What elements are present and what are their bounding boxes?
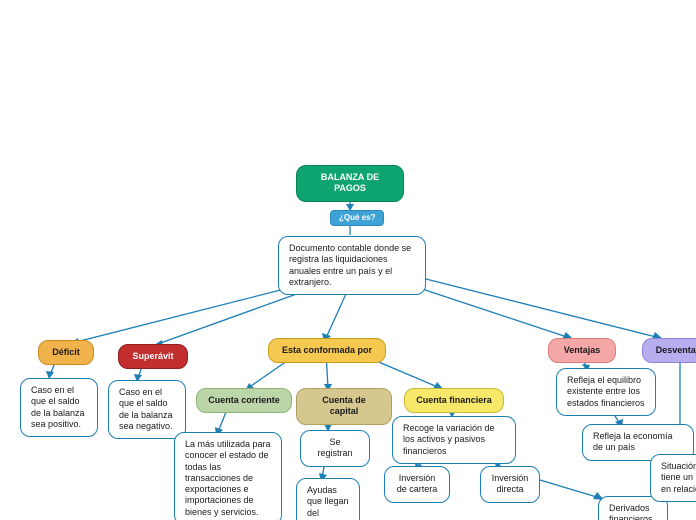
- deficit-node: Déficit: [38, 340, 94, 365]
- deficit-desc: Caso en el que el saldo de la balanza se…: [20, 378, 98, 437]
- desventajas-d1: Situación que tiene un país en relación …: [650, 454, 696, 502]
- ventajas-v1: Refleja el equilibro existente entre los…: [556, 368, 656, 416]
- ventajas-node: Ventajas: [548, 338, 616, 363]
- conformada-node: Esta conformada por: [268, 338, 386, 363]
- definition-node: Documento contable donde se registra las…: [278, 236, 426, 295]
- root-node: BALANZA DE PAGOS: [296, 165, 404, 202]
- desventajas-node: Desventajas: [642, 338, 696, 363]
- se-registran-node: Se registran: [300, 430, 370, 467]
- inv-directa-node: Inversión directa: [480, 466, 540, 503]
- cuenta-financiera-node: Cuenta financiera: [404, 388, 504, 413]
- cuenta-capital-node: Cuenta de capital: [296, 388, 392, 425]
- cuenta-corriente-desc: La más utilizada para conocer el estado …: [174, 432, 282, 520]
- superavit-desc: Caso en el que el saldo de la balanza se…: [108, 380, 186, 439]
- link-que-es: ¿Qué es?: [330, 210, 384, 226]
- cuenta-corriente-node: Cuenta corriente: [196, 388, 292, 413]
- ayudas-node: Ayudas que llegan del extranjero: [296, 478, 360, 520]
- inv-cartera-node: Inversión de cartera: [384, 466, 450, 503]
- superavit-node: Superávit: [118, 344, 188, 369]
- financiera-desc: Recoge la variación de los activos y pas…: [392, 416, 516, 464]
